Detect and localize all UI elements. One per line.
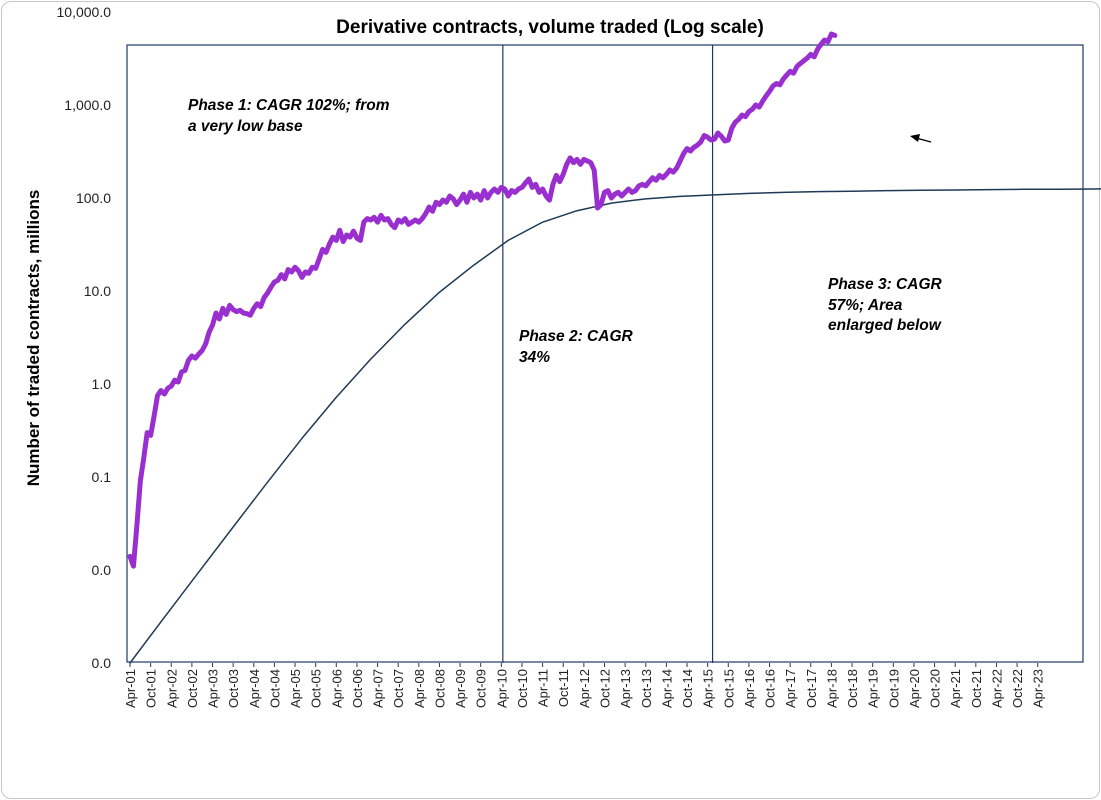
x-axis-ticks: Apr-01 Oct-01 Apr-02 Oct-02 Apr-03 Oct-03 Apr-… xyxy=(123,663,1046,708)
x-tick-label: Apr-15 xyxy=(701,669,716,708)
series-layer xyxy=(127,31,1101,664)
phase-3-line-1: Phase 3: CAGR xyxy=(828,276,943,293)
x-tick-label: Oct-01 xyxy=(144,669,159,708)
y-tick-label: 0.1 xyxy=(92,469,112,485)
x-tick-label: Apr-19 xyxy=(866,669,881,708)
x-tick-label: Apr-09 xyxy=(453,669,468,708)
x-tick-label: Oct-07 xyxy=(391,669,406,708)
x-tick-label: Oct-13 xyxy=(639,669,654,708)
x-tick-label: Apr-08 xyxy=(412,669,427,708)
x-tick-label: Oct-08 xyxy=(432,669,447,708)
x-tick-label: Oct-22 xyxy=(1010,669,1025,708)
x-tick-label: Oct-14 xyxy=(680,669,695,708)
x-tick-label: Apr-07 xyxy=(371,669,386,708)
chart-title: Derivative contracts, volume traded (Log… xyxy=(336,17,764,38)
phase-2-line-2: 34% xyxy=(519,349,550,366)
x-tick-label: Apr-14 xyxy=(659,669,674,708)
x-tick-label: Apr-03 xyxy=(206,669,221,708)
phase-1-annotation: Phase 1: CAGR 102%; from a very low base xyxy=(188,97,390,135)
x-tick-label: Oct-12 xyxy=(597,669,612,708)
x-tick-label: Oct-16 xyxy=(763,669,778,708)
phase-2-annotation: Phase 2: CAGR 34% xyxy=(519,328,634,366)
y-axis-ticks: 0.0 0.0 0.1 1.0 10.0 100.0 1,000.0 10,000.0 xyxy=(57,4,112,671)
phase-2-line-1: Phase 2: CAGR xyxy=(519,328,634,345)
y-tick-label: 1.0 xyxy=(92,376,112,392)
x-tick-label: Oct-05 xyxy=(309,669,324,708)
x-tick-label: Oct-20 xyxy=(928,669,943,708)
x-tick-label: Apr-13 xyxy=(618,669,633,708)
x-tick-label: Oct-18 xyxy=(845,669,860,708)
x-tick-label: Apr-05 xyxy=(288,669,303,708)
x-tick-label: Oct-15 xyxy=(721,669,736,708)
y-tick-label: 1,000.0 xyxy=(64,97,111,113)
x-tick-label: Apr-22 xyxy=(989,669,1004,708)
x-tick-label: Oct-06 xyxy=(350,669,365,708)
y-axis-label: Number of traded contracts, millions xyxy=(24,190,43,487)
y-tick-label: 0.0 xyxy=(92,562,112,578)
x-tick-label: Oct-09 xyxy=(474,669,489,708)
x-tick-label: Oct-04 xyxy=(267,669,282,708)
x-tick-label: Apr-21 xyxy=(948,669,963,708)
phase-3-annotation: Phase 3: CAGR 57%; Area enlarged below xyxy=(828,276,943,334)
x-tick-label: Apr-12 xyxy=(577,669,592,708)
x-tick-label: Apr-02 xyxy=(164,669,179,708)
x-tick-label: Apr-10 xyxy=(494,669,509,708)
x-tick-label: Oct-10 xyxy=(515,669,530,708)
x-tick-label: Apr-04 xyxy=(247,669,262,708)
x-tick-label: Apr-16 xyxy=(742,669,757,708)
series-line-traded-contracts xyxy=(127,31,838,569)
x-tick-label: Oct-11 xyxy=(556,669,571,707)
y-tick-label: 10,000.0 xyxy=(57,4,112,20)
y-tick-label: 0.0 xyxy=(92,655,112,671)
phase-1-line-2: a very low base xyxy=(188,118,303,135)
x-tick-label: Apr-20 xyxy=(907,669,922,708)
pointer-arrow xyxy=(910,134,932,143)
x-tick-label: Oct-03 xyxy=(226,669,241,708)
x-tick-label: Oct-17 xyxy=(804,669,819,708)
plot-area-border xyxy=(126,44,1084,663)
phase-3-line-3: enlarged below xyxy=(828,317,942,334)
x-tick-label: Apr-23 xyxy=(1031,669,1046,708)
x-tick-label: Oct-02 xyxy=(185,669,200,708)
x-tick-label: Apr-18 xyxy=(824,669,839,708)
y-tick-label: 100.0 xyxy=(76,190,111,206)
x-tick-label: Apr-01 xyxy=(123,669,138,708)
x-tick-label: Apr-17 xyxy=(783,669,798,708)
phase-3-line-2: 57%; Area xyxy=(828,297,903,314)
phase-dividers xyxy=(502,45,714,663)
series-line-trend xyxy=(129,188,1101,664)
x-tick-label: Oct-21 xyxy=(969,669,984,708)
x-tick-label: Oct-19 xyxy=(886,669,901,708)
phase-1-line-1: Phase 1: CAGR 102%; from xyxy=(188,97,390,114)
x-tick-label: Apr-06 xyxy=(329,669,344,708)
x-tick-label: Apr-11 xyxy=(536,669,551,707)
y-tick-label: 10.0 xyxy=(84,283,111,299)
